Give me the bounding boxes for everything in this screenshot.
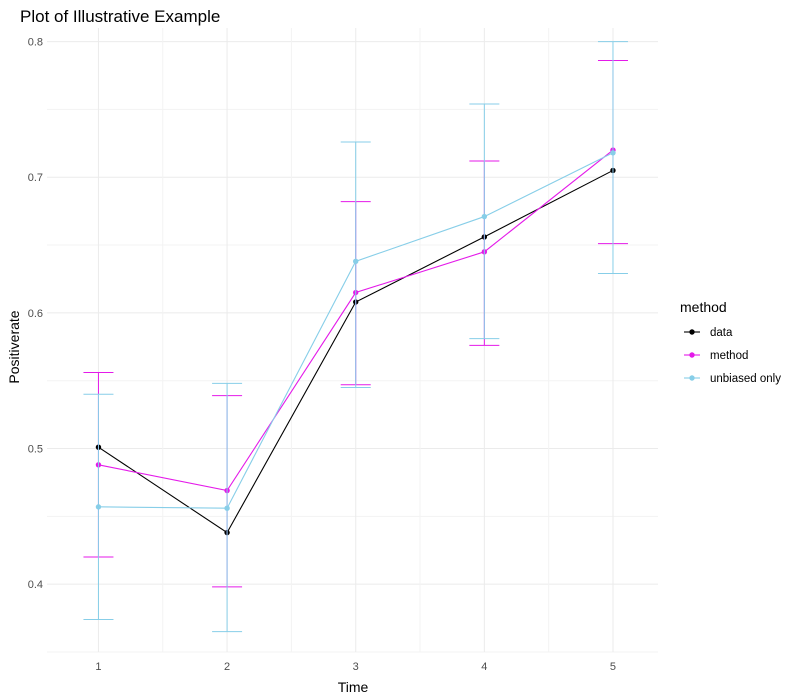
y-tick-label: 0.5 xyxy=(28,444,43,456)
data-point xyxy=(610,150,616,156)
legend-key-point xyxy=(689,375,695,381)
y-tick-label: 0.6 xyxy=(28,308,43,320)
legend-title: method xyxy=(680,299,727,315)
grid xyxy=(47,28,658,653)
data-point xyxy=(224,505,230,511)
data-point xyxy=(95,504,102,510)
chart-title: Plot of Illustrative Example xyxy=(20,7,220,26)
data-point xyxy=(481,213,488,220)
x-tick-label: 2 xyxy=(224,661,230,673)
x-tick-label: 3 xyxy=(353,661,359,673)
legend-key-point xyxy=(689,352,695,358)
x-tick-label: 1 xyxy=(95,661,101,673)
legend: method data method unbiased only xyxy=(680,299,781,385)
y-tick-label: 0.4 xyxy=(28,579,43,591)
legend-label: method xyxy=(710,350,748,362)
legend-item: method xyxy=(684,350,748,362)
x-axis-title: Time xyxy=(338,679,369,695)
y-tick-label: 0.7 xyxy=(28,172,43,184)
legend-item: data xyxy=(684,327,733,339)
legend-item: unbiased only xyxy=(684,373,781,385)
legend-label: unbiased only xyxy=(710,373,781,385)
legend-key-point xyxy=(689,329,695,335)
y-axis-title: Positiverate xyxy=(6,310,22,383)
y-tick-label: 0.8 xyxy=(28,37,43,49)
data-point xyxy=(353,258,359,265)
x-tick-label: 4 xyxy=(481,661,487,673)
legend-label: data xyxy=(710,327,733,339)
series-layer xyxy=(83,41,628,633)
axis-ticks: 0.4 0.5 0.6 0.7 0.8 1 2 3 4 5 xyxy=(28,37,616,673)
x-tick-label: 5 xyxy=(610,661,616,673)
series-unbiased-only xyxy=(83,41,628,633)
